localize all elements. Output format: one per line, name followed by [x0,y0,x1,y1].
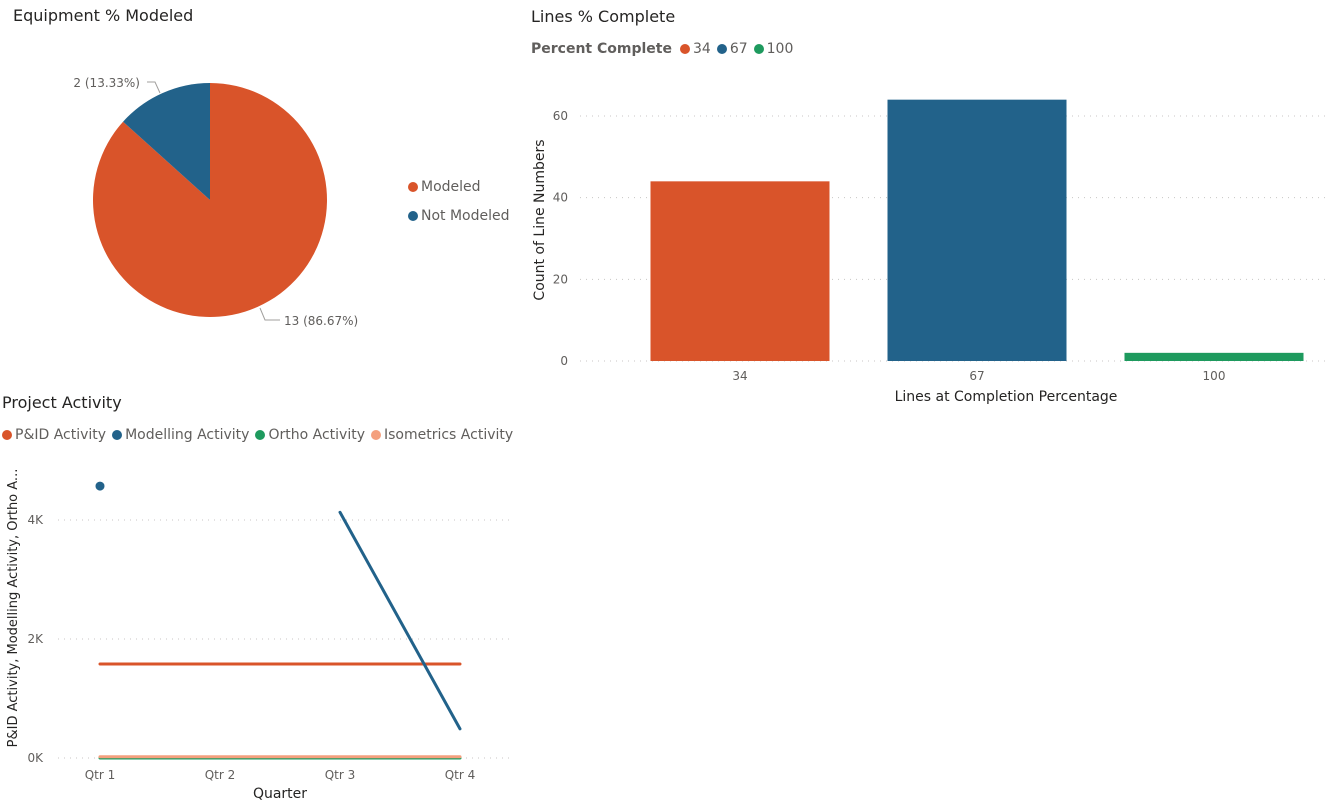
bar-y-tick-label: 60 [553,109,568,123]
bar-chart: 0 20 40 60 34 67 100 Lines at Completion Percen… [532,99,1330,405]
line-x-tick-label: Qtr 4 [445,768,476,782]
line-y-tick-label: 0K [27,751,44,765]
pie-legend-item-modeled[interactable]: Modeled [408,172,510,201]
legend-dot-icon [753,44,764,54]
legend-dot-icon [408,181,418,192]
legend-label: Modeled [421,178,481,195]
line-point-modelling-activity [95,481,105,491]
pie-chart: 2 (13.33%) 13 (86.67%) [73,76,358,328]
bar-y-tick-label: 0 [560,354,568,368]
line-legend: P&ID Activity Modelling Activity Ortho A… [2,427,519,443]
legend-label: Ortho Activity [268,427,365,443]
legend-dot-icon [112,430,123,440]
legend-label: 67 [729,41,748,57]
line-series-modelling-activity [338,510,462,731]
bar-100 [1124,352,1304,361]
legend-label: P&ID Activity [15,427,107,443]
pie-slice-not-modeled [123,83,210,200]
bar-legend: Percent Complete 34 67 100 [531,41,799,57]
bar-legend-item-34[interactable]: 34 [679,41,711,57]
line-x-tick-label: Qtr 3 [325,768,356,782]
line-chart-title: Project Activity [2,393,122,412]
legend-dot-icon [716,44,727,54]
pie-leader-line [147,81,161,94]
legend-label: 100 [766,41,794,57]
legend-label: Isometrics Activity [383,427,514,443]
pie-data-label-not-modeled: 2 (13.33%) [73,76,140,90]
line-y-axis-label: P&ID Activity, Modelling Activity, Ortho… [6,469,21,748]
line-x-tick-label: Qtr 1 [85,768,116,782]
line-legend-item-pid[interactable]: P&ID Activity [2,427,106,443]
legend-label: Not Modeled [421,207,510,224]
legend-dot-icon [408,210,418,221]
legend-dot-icon [370,430,381,440]
bar-x-tick-label: 67 [969,369,984,383]
line-y-tick-label: 2K [27,632,44,646]
pie-legend-item-not-modeled[interactable]: Not Modeled [408,201,510,230]
bar-y-tick-label: 40 [553,191,568,205]
bar-34 [650,181,830,361]
legend-label: 34 [692,41,711,57]
bar-chart-title: Lines % Complete [531,7,676,26]
line-y-tick-label: 4K [27,513,44,527]
bar-legend-item-67[interactable]: 67 [716,41,748,57]
line-legend-item-ortho[interactable]: Ortho Activity [255,427,365,443]
pie-leader-line [259,307,280,321]
bar-y-axis-label: Count of Line Numbers [532,139,548,300]
bar-x-tick-label: 34 [732,369,747,383]
legend-label: Modelling Activity [125,427,250,443]
line-x-tick-label: Qtr 2 [205,768,236,782]
pie-chart-title: Equipment % Modeled [13,6,194,25]
bar-y-tick-label: 20 [553,272,568,286]
bar-x-axis-label: Lines at Completion Percentage [895,389,1118,405]
line-legend-item-modelling[interactable]: Modelling Activity [112,427,249,443]
bar-legend-item-100[interactable]: 100 [753,41,794,57]
legend-dot-icon [255,430,266,440]
bar-67 [887,99,1067,362]
pie-slice-modeled [93,83,328,317]
line-chart: 0K 2K 4K Qtr 1 Qtr 2 Qtr 3 Qtr 4 Quarter P&ID Ac… [6,469,510,801]
line-legend-item-isometrics[interactable]: Isometrics Activity [370,427,514,443]
legend-dot-icon [2,430,12,440]
legend-dot-icon [679,44,690,54]
pie-data-label-modeled: 13 (86.67%) [284,314,358,328]
line-x-axis-label: Quarter [253,786,307,801]
bar-legend-title: Percent Complete [531,41,672,57]
bar-x-tick-label: 100 [1203,369,1226,383]
pie-legend: Modeled Not Modeled [408,172,510,230]
